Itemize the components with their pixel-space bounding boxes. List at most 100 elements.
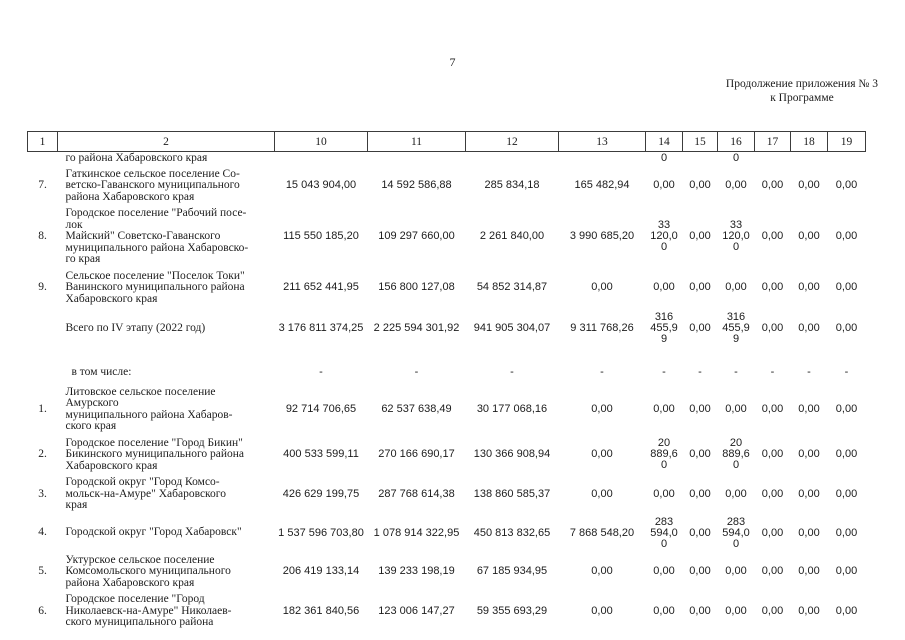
- value-cell: 0,00: [761, 604, 784, 617]
- value-cell: 0,00: [689, 322, 711, 334]
- value-cell: -: [734, 366, 738, 379]
- row-number-cell: [28, 152, 58, 165]
- value-cell: 0,00: [835, 179, 858, 192]
- value-cell: -: [698, 366, 702, 379]
- value-cell: 67 185 934,95: [476, 565, 548, 578]
- value-cell: 0,00: [761, 179, 784, 192]
- column-header: 1: [27, 131, 58, 152]
- table-header-row: 1 2 10 11 12 13 14 15 16 17 18 19: [27, 131, 866, 152]
- value-cell: 206 419 133,14: [282, 565, 360, 578]
- row-number-cell: 6.: [38, 604, 47, 617]
- row-number-cell: [28, 306, 58, 353]
- row-number-cell: 7.: [38, 179, 47, 191]
- value-cell: 62 537 638,49: [381, 403, 452, 415]
- row-number-cell: 9.: [38, 281, 47, 293]
- value-cell: 59 355 693,29: [476, 604, 548, 617]
- value-cell: 0,00: [689, 526, 711, 539]
- value-cell: 0,00: [835, 230, 858, 243]
- value-cell: 0,00: [689, 230, 711, 243]
- value-cell: 0,00: [798, 322, 820, 334]
- settlement-name-cell: Городское поселение "Город Николаевск-на…: [65, 593, 232, 628]
- value-cell: 283 594,0 0: [722, 515, 750, 550]
- value-cell: 0,00: [653, 565, 675, 578]
- value-cell: 426 629 199,75: [282, 487, 360, 500]
- value-cell: 15 043 904,00: [285, 179, 357, 192]
- value-cell: 0,00: [653, 403, 675, 415]
- column-header: 12: [465, 131, 559, 152]
- value-cell: 156 800 127,08: [378, 281, 455, 294]
- value-cell: 285 834,18: [484, 179, 540, 192]
- value-cell: -: [600, 366, 604, 379]
- value-cell: 33 120,0 0: [650, 219, 678, 254]
- appendix-note: Продолжение приложения № 3 к Программе: [726, 78, 878, 105]
- value-cell: 0,00: [761, 487, 784, 500]
- table-row: 4. Городской округ "Город Хабаровск" 1 537…: [28, 513, 866, 551]
- table-row: 6. Городское поселение "Город Николаевск-…: [28, 590, 866, 630]
- column-header: 17: [754, 131, 791, 152]
- value-cell: 0,00: [653, 179, 675, 192]
- value-cell: [828, 152, 866, 165]
- value-cell: 20 889,6 0: [650, 437, 678, 472]
- value-cell: 0,00: [591, 487, 613, 500]
- value-cell: 0,00: [689, 604, 711, 617]
- settlement-name-cell: Уктурское сельское поселение Комсомольск…: [65, 553, 231, 589]
- value-cell: 941 905 304,07: [473, 322, 551, 334]
- value-cell: 0,00: [761, 403, 784, 415]
- value-cell: 450 813 832,65: [473, 526, 551, 539]
- value-cell: 283 594,0 0: [650, 515, 678, 550]
- value-cell: 3 176 811 374,25: [278, 322, 364, 334]
- value-cell: 0,00: [835, 565, 858, 578]
- value-cell: 0,00: [689, 448, 711, 461]
- value-cell: 0,00: [835, 322, 858, 334]
- value-cell: 9 311 768,26: [570, 322, 634, 334]
- value-cell: 0,00: [835, 281, 858, 294]
- value-cell: 92 714 706,65: [285, 403, 357, 415]
- value-cell: 0,00: [725, 179, 747, 192]
- value-cell: 0,00: [835, 604, 858, 617]
- value-cell: 0,00: [653, 281, 675, 294]
- row-number-cell: 4.: [38, 526, 47, 539]
- value-cell: -: [662, 366, 666, 379]
- value-cell: 0,00: [761, 526, 784, 539]
- row-number-cell: 1.: [38, 402, 47, 415]
- row-number-cell: 8.: [38, 230, 47, 242]
- value-cell: 0,00: [725, 565, 747, 578]
- value-cell: 0,00: [798, 565, 820, 578]
- value-cell: 0,00: [835, 526, 858, 539]
- column-header: 13: [558, 131, 646, 152]
- value-cell: 0,00: [798, 403, 820, 415]
- value-cell: 182 361 840,56: [282, 604, 360, 617]
- value-cell: 0,00: [591, 448, 613, 461]
- settlement-name-cell: Сельское поселение "Поселок Токи" Ванинс…: [65, 269, 245, 305]
- value-cell: 0,00: [689, 281, 711, 294]
- value-cell: 0,00: [798, 179, 820, 192]
- value-cell: 2 261 840,00: [479, 230, 545, 243]
- value-cell: 0,00: [591, 565, 613, 578]
- settlement-name-cell: Городское поселение "Рабочий посе- лок М…: [65, 207, 249, 265]
- column-header: 15: [682, 131, 718, 152]
- value-cell: 0: [660, 152, 668, 165]
- value-cell: 0,00: [725, 487, 747, 500]
- value-cell: 0,00: [725, 281, 747, 294]
- value-cell: [791, 152, 828, 165]
- value-cell: 0,00: [761, 230, 784, 243]
- value-cell: 0,00: [798, 487, 820, 500]
- value-cell: [466, 152, 559, 165]
- settlement-name-cell: Литовское сельское поселение Амурского м…: [65, 385, 233, 432]
- value-cell: 0,00: [653, 487, 675, 500]
- value-cell: 0,00: [798, 281, 820, 294]
- value-cell: 0,00: [725, 604, 747, 617]
- value-cell: 287 768 614,38: [378, 487, 455, 500]
- value-cell: 0,00: [798, 230, 820, 243]
- value-cell: 0,00: [761, 281, 784, 294]
- value-cell: 0,00: [798, 526, 820, 539]
- value-cell: 0,00: [689, 487, 711, 500]
- table-row: 2. Городское поселение "Город Бикин" Бики…: [28, 434, 866, 474]
- value-cell: 211 652 441,95: [283, 281, 359, 294]
- table-row: го района Хабаровского края 0 0: [28, 152, 866, 165]
- value-cell: [755, 152, 791, 165]
- table-row: 9. Сельское поселение "Поселок Токи" Вани…: [28, 267, 866, 307]
- row-number-cell: 2.: [38, 448, 47, 460]
- value-cell: -: [844, 366, 849, 379]
